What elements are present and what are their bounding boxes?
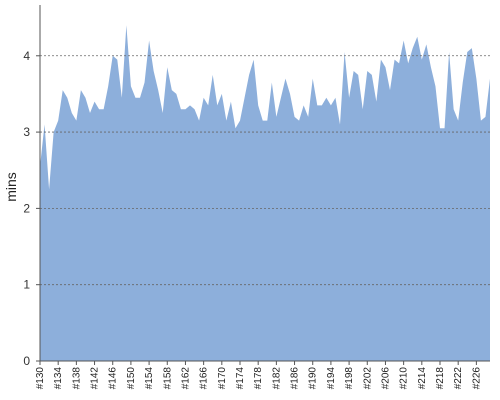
x-tick-label: #178 [253, 367, 264, 390]
x-tick-label: #142 [90, 367, 101, 390]
x-tick-label: #170 [217, 367, 228, 390]
y-tick-label: 3 [23, 125, 30, 139]
x-tick-label: #226 [471, 367, 482, 390]
x-tick-label: #174 [235, 367, 246, 390]
x-tick-label: #130 [35, 367, 46, 390]
x-tick-label: #190 [308, 367, 319, 390]
axis-layer [39, 5, 490, 362]
y-tick-label: 0 [23, 354, 30, 368]
x-tick-label: #182 [271, 367, 282, 390]
x-tick-label: #194 [326, 367, 337, 390]
grid-layer [40, 55, 490, 286]
x-tick-label: #134 [53, 367, 64, 390]
x-tick-label: #198 [344, 367, 355, 390]
y-axis-title: mins [3, 172, 19, 202]
x-tick-label: #146 [108, 367, 119, 390]
y-tick-label: 4 [23, 49, 30, 63]
x-tick-label: #210 [399, 367, 410, 390]
x-tick-label: #162 [180, 367, 191, 390]
x-tick-label: #214 [417, 367, 428, 390]
y-tick-labels: 0 1 2 3 4 [23, 49, 40, 368]
series-area [40, 25, 490, 361]
x-tick-label: #150 [126, 367, 137, 390]
x-tick-label: #158 [162, 367, 173, 390]
area-layer [40, 25, 490, 361]
y-tick-label: 2 [23, 201, 30, 215]
x-tick-label: #138 [71, 367, 82, 390]
x-tick-label: #166 [199, 367, 210, 390]
x-tick-label: #206 [380, 367, 391, 390]
x-tick-labels: #130 #134 #138 #142 #146 #150 #154 #158 #162 #166… [35, 361, 482, 389]
x-tick-label: #202 [362, 367, 373, 390]
x-tick-label: #186 [290, 367, 301, 390]
y-tick-label: 1 [23, 278, 30, 292]
x-tick-label: #154 [144, 367, 155, 390]
x-tick-label: #222 [453, 367, 464, 390]
x-tick-label: #218 [435, 367, 446, 390]
